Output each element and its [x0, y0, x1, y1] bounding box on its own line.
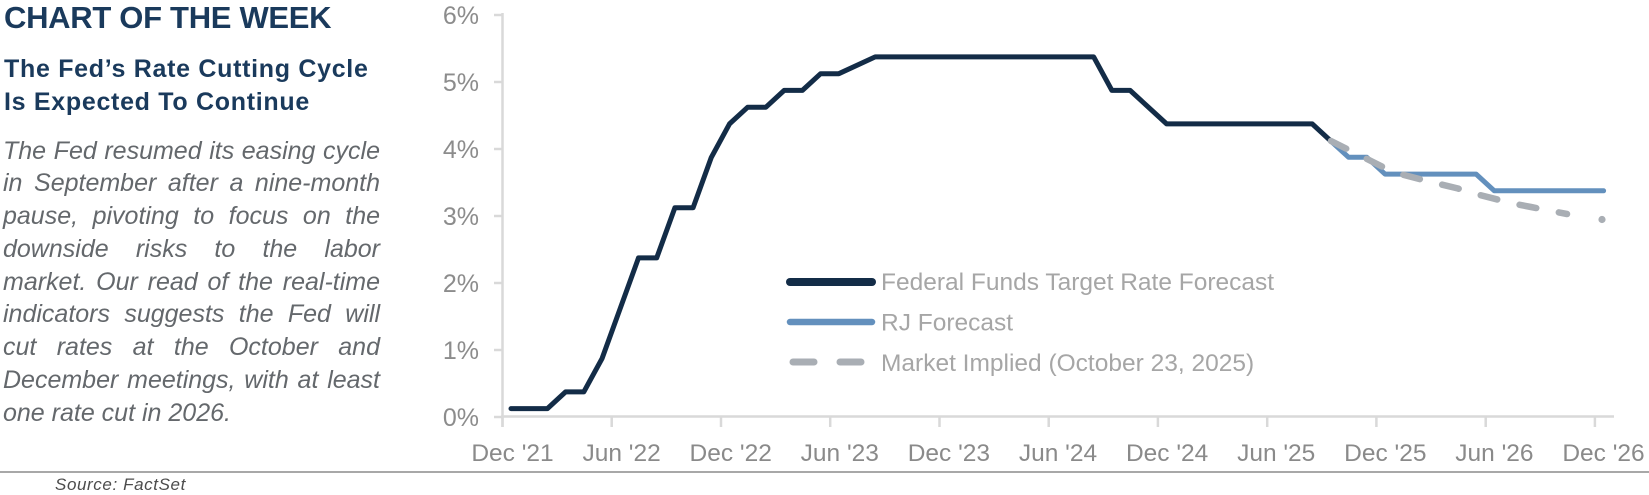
svg-text:Market Implied (October 23, 20: Market Implied (October 23, 2025) [881, 350, 1254, 377]
svg-text:Dec '21: Dec '21 [471, 440, 553, 467]
svg-text:3%: 3% [443, 203, 479, 231]
svg-text:5%: 5% [443, 69, 479, 97]
svg-text:1%: 1% [443, 337, 479, 365]
svg-text:Jun '26: Jun '26 [1455, 440, 1533, 467]
svg-text:Dec '26: Dec '26 [1562, 440, 1644, 467]
svg-text:Jun '24: Jun '24 [1019, 440, 1097, 467]
svg-text:0%: 0% [443, 404, 479, 432]
svg-text:6%: 6% [443, 2, 479, 30]
svg-text:Dec '22: Dec '22 [690, 440, 772, 467]
svg-text:Federal Funds Target Rate Fore: Federal Funds Target Rate Forecast [881, 269, 1274, 296]
svg-text:4%: 4% [443, 136, 479, 164]
svg-text:Jun '25: Jun '25 [1237, 440, 1315, 467]
svg-text:2%: 2% [443, 270, 479, 298]
svg-text:Dec '25: Dec '25 [1344, 440, 1426, 467]
svg-text:Jun '22: Jun '22 [582, 440, 660, 467]
svg-text:RJ Forecast: RJ Forecast [881, 310, 1013, 337]
svg-text:Jun '23: Jun '23 [801, 440, 879, 467]
svg-text:Dec '24: Dec '24 [1126, 440, 1208, 467]
svg-text:Dec '23: Dec '23 [908, 440, 990, 467]
